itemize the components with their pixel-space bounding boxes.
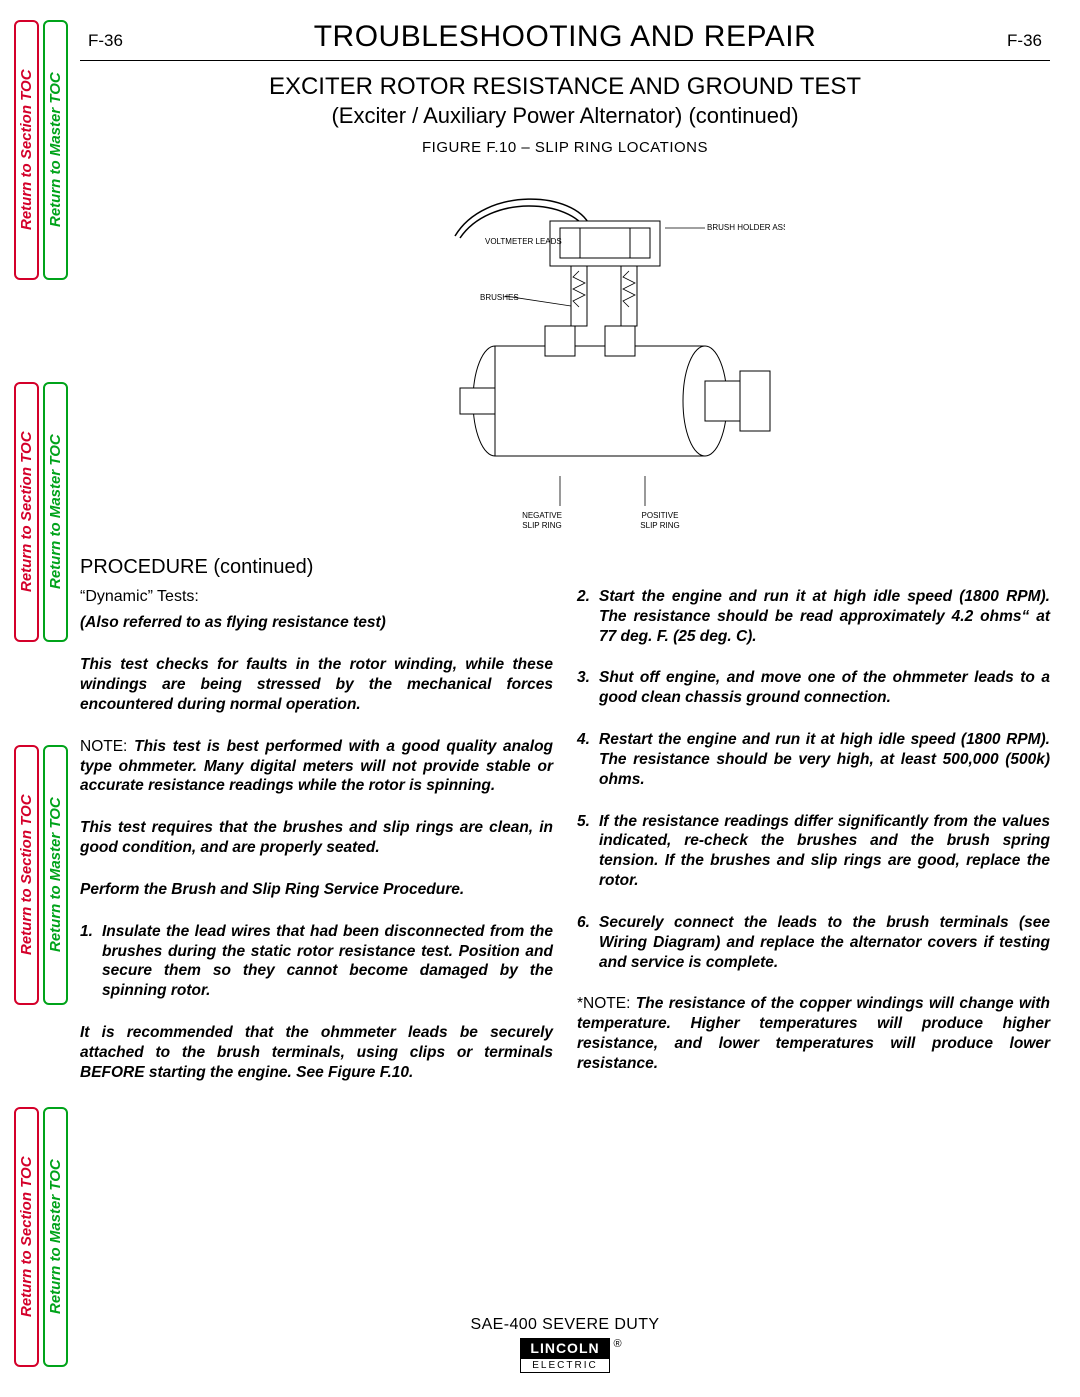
brush-condition-req: This test requires that the brushes and …	[80, 818, 553, 858]
header-rule	[80, 60, 1050, 61]
right-column: 2.Start the engine and run it at high id…	[577, 587, 1050, 1105]
footer-model: SAE-400 SEVERE DUTY	[80, 1316, 1050, 1334]
flying-resistance-aka: (Also referred to as flying resistance t…	[80, 613, 553, 633]
return-to-section-toc-link[interactable]: Return to Section TOC	[14, 1107, 39, 1367]
step-2-text: Start the engine and run it at high idle…	[599, 588, 1050, 645]
procedure-heading: PROCEDURE (continued)	[80, 556, 1050, 579]
step-6: 6.Securely connect the leads to the brus…	[577, 913, 1050, 972]
step-2-number: 2.	[577, 587, 599, 607]
temperature-note: *NOTE: The resistance of the copper wind…	[577, 994, 1050, 1073]
note-text: This test is best performed with a good …	[80, 738, 553, 795]
label-positive-slip-ring-1: POSITIVE	[642, 511, 679, 520]
analog-meter-note: NOTE: This test is best performed with a…	[80, 737, 553, 796]
step-3-number: 3.	[577, 668, 599, 688]
step-5-number: 5.	[577, 812, 599, 832]
return-to-master-toc-link[interactable]: Return to Master TOC	[43, 382, 68, 642]
step-1: 1.Insulate the lead wires that had been …	[80, 922, 553, 1001]
step-4: 4.Restart the engine and run it at high …	[577, 730, 1050, 789]
step-1-text: Insulate the lead wires that had been di…	[102, 923, 553, 999]
page-number-left: F-36	[88, 31, 123, 51]
step-4-text: Restart the engine and run it at high id…	[599, 731, 1050, 788]
main-title: TROUBLESHOOTING AND REPAIR	[314, 20, 817, 54]
side-navigation-tabs: Return to Section TOC Return to Section …	[14, 20, 68, 1367]
master-toc-column: Return to Master TOC Return to Master TO…	[43, 20, 68, 1367]
step-3: 3.Shut off engine, and move one of the o…	[577, 668, 1050, 708]
section-toc-column: Return to Section TOC Return to Section …	[14, 20, 39, 1367]
label-negative-slip-ring-1: NEGATIVE	[522, 511, 562, 520]
return-to-master-toc-link[interactable]: Return to Master TOC	[43, 745, 68, 1005]
brand-sub: ELECTRIC	[520, 1358, 609, 1373]
figure-caption: FIGURE F.10 – SLIP RING LOCATIONS	[80, 139, 1050, 156]
subtitle-line-2: (Exciter / Auxiliary Power Alternator) (…	[80, 103, 1050, 129]
brand-name: LINCOLN	[520, 1338, 609, 1358]
label-brush-holder: BRUSH HOLDER ASSEMBLY	[707, 223, 785, 232]
subtitle-line-1: EXCITER ROTOR RESISTANCE AND GROUND TEST	[80, 73, 1050, 101]
return-to-master-toc-link[interactable]: Return to Master TOC	[43, 1107, 68, 1367]
step-1-number: 1.	[80, 922, 102, 942]
step-6-number: 6.	[577, 913, 599, 933]
page-number-right: F-36	[1007, 31, 1042, 51]
label-negative-slip-ring-2: SLIP RING	[522, 521, 561, 530]
return-to-section-toc-link[interactable]: Return to Section TOC	[14, 20, 39, 280]
page-footer: SAE-400 SEVERE DUTY LINCOLN ® ELECTRIC	[80, 1316, 1050, 1377]
page-content: F-36 TROUBLESHOOTING AND REPAIR F-36 EXC…	[80, 20, 1050, 1377]
brand-badge: LINCOLN ® ELECTRIC	[520, 1338, 609, 1373]
note2-label: *NOTE:	[577, 995, 630, 1012]
label-brushes: BRUSHES	[480, 293, 519, 302]
left-column: “Dynamic” Tests: (Also referred to as fl…	[80, 587, 553, 1105]
ohmmeter-leads-recommendation: It is recommended that the ohmmeter lead…	[80, 1023, 553, 1082]
label-positive-slip-ring-2: SLIP RING	[640, 521, 679, 530]
step-2: 2.Start the engine and run it at high id…	[577, 587, 1050, 646]
dynamic-tests-label: “Dynamic” Tests:	[80, 587, 553, 607]
label-voltmeter-leads: VOLTMETER LEADS	[485, 237, 562, 246]
step-4-number: 4.	[577, 730, 599, 750]
body-columns: “Dynamic” Tests: (Also referred to as fl…	[80, 587, 1050, 1105]
step-5-text: If the resistance readings differ signif…	[599, 813, 1050, 889]
test-description: This test checks for faults in the rotor…	[80, 655, 553, 714]
return-to-section-toc-link[interactable]: Return to Section TOC	[14, 745, 39, 1005]
step-5: 5.If the resistance readings differ sign…	[577, 812, 1050, 891]
slip-ring-diagram: VOLTMETER LEADS BRUSH HOLDER ASSEMBLY BR…	[80, 166, 1050, 546]
return-to-master-toc-link[interactable]: Return to Master TOC	[43, 20, 68, 280]
note2-text: The resistance of the copper windings wi…	[577, 995, 1050, 1071]
return-to-section-toc-link[interactable]: Return to Section TOC	[14, 382, 39, 642]
note-label: NOTE:	[80, 738, 127, 755]
page-header: F-36 TROUBLESHOOTING AND REPAIR F-36	[80, 20, 1050, 58]
step-3-text: Shut off engine, and move one of the ohm…	[599, 669, 1050, 706]
perform-brush-service: Perform the Brush and Slip Ring Service …	[80, 880, 553, 900]
registered-mark-icon: ®	[614, 1338, 622, 1350]
step-6-text: Securely connect the leads to the brush …	[599, 914, 1050, 971]
